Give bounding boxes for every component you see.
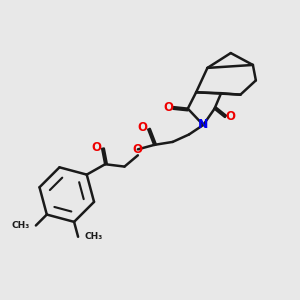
Text: CH₃: CH₃ xyxy=(11,221,29,230)
Text: CH₃: CH₃ xyxy=(85,232,103,241)
Text: N: N xyxy=(198,118,209,131)
Text: O: O xyxy=(92,141,102,154)
Text: O: O xyxy=(225,110,235,124)
Text: O: O xyxy=(163,100,173,114)
Text: O: O xyxy=(133,143,143,156)
Text: O: O xyxy=(137,122,147,134)
